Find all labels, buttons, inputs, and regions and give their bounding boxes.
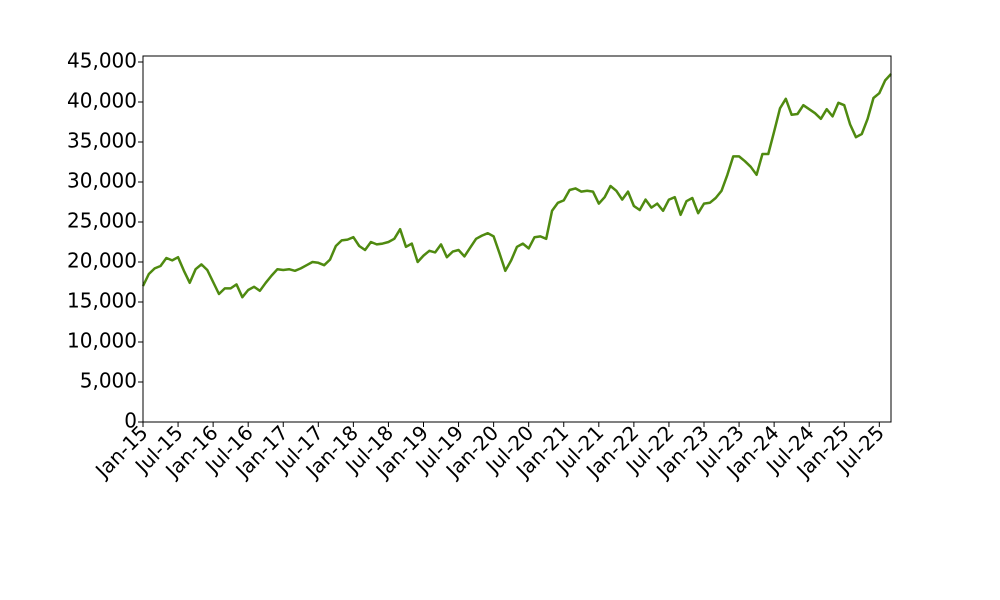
y-tick-label: 20,000 bbox=[67, 249, 137, 273]
y-tick-label: 35,000 bbox=[67, 129, 137, 153]
y-tick-label: 0 bbox=[124, 409, 137, 433]
y-tick-label: 30,000 bbox=[67, 169, 137, 193]
y-tick-label: 25,000 bbox=[67, 209, 137, 233]
y-tick-label: 5,000 bbox=[80, 369, 137, 393]
y-tick-label: 40,000 bbox=[67, 89, 137, 113]
plot-frame bbox=[142, 55, 892, 423]
y-tick-label: 15,000 bbox=[67, 289, 137, 313]
line bbox=[141, 73, 892, 299]
y-tick-label: 45,000 bbox=[67, 49, 137, 73]
y-tick-label: 10,000 bbox=[67, 329, 137, 353]
